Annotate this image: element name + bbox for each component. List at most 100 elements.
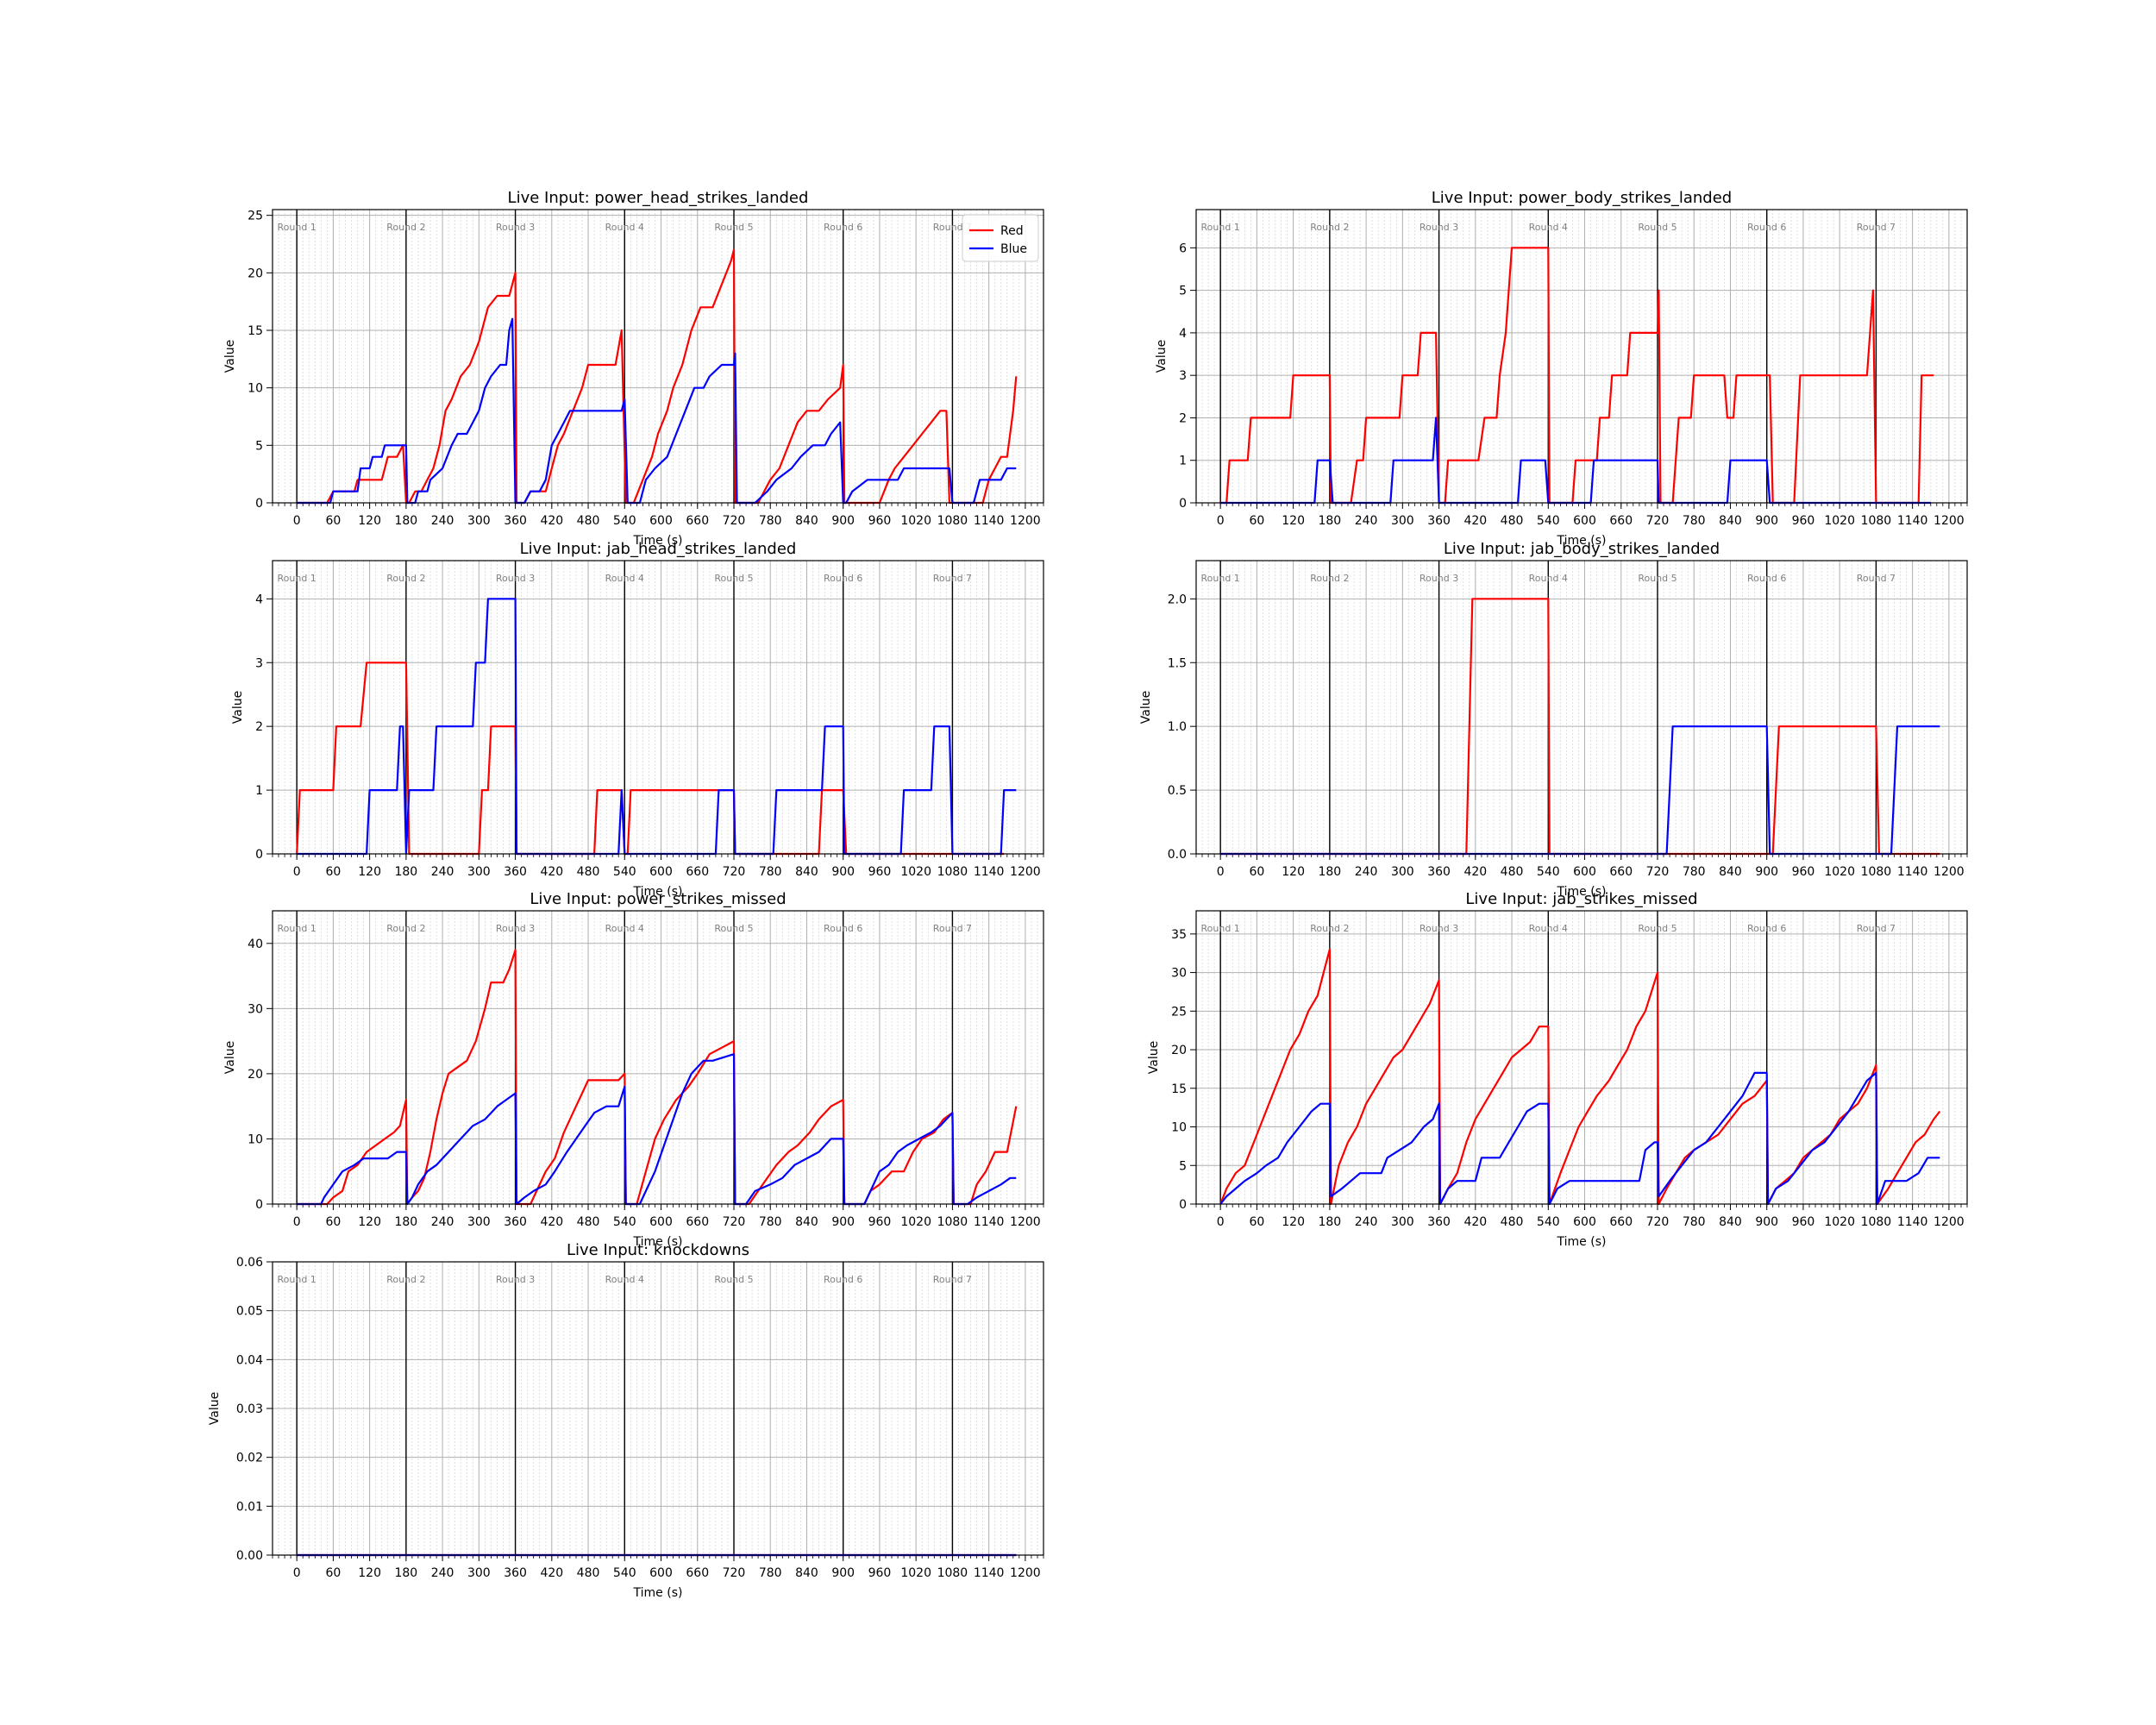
round-label: Round 1 xyxy=(1201,573,1240,584)
x-tick-label: 480 xyxy=(1501,1215,1524,1229)
x-tick-label: 720 xyxy=(1646,1215,1670,1229)
y-tick-label: 10 xyxy=(248,382,263,396)
round-label: Round 4 xyxy=(1529,222,1568,233)
x-tick-label: 180 xyxy=(394,865,417,879)
round-label: Round 4 xyxy=(605,573,644,584)
x-tick-label: 480 xyxy=(577,1215,600,1229)
x-tick-label: 1020 xyxy=(900,514,931,528)
x-tick-label: 60 xyxy=(1249,514,1264,528)
x-tick-label: 960 xyxy=(868,865,892,879)
x-tick-label: 600 xyxy=(649,1566,673,1580)
x-tick-label: 1200 xyxy=(1934,865,1965,879)
chart-title: Live Input: power_head_strikes_landed xyxy=(508,189,809,207)
y-tick-label: 0.01 xyxy=(236,1500,263,1514)
series-line-red xyxy=(297,248,1018,505)
round-label: Round 7 xyxy=(933,573,972,584)
x-tick-label: 420 xyxy=(540,1566,563,1580)
x-tick-label: 1200 xyxy=(1934,514,1965,528)
x-tick-label: 0 xyxy=(1217,1215,1225,1229)
round-label: Round 5 xyxy=(1638,923,1677,934)
chart-panel-3: Round 1 Round 2 Round 3 Round 4 Round 5 Round… xyxy=(231,540,1044,899)
round-label: Round 5 xyxy=(714,222,753,233)
x-tick-label: 1140 xyxy=(1897,865,1928,879)
x-tick-label: 420 xyxy=(1463,865,1487,879)
round-label: Round 6 xyxy=(1747,923,1786,934)
axes-frame xyxy=(1195,209,1968,504)
round-label: Round 4 xyxy=(1529,573,1568,584)
y-tick-label: 20 xyxy=(1171,1044,1187,1057)
x-axis-label: Time (s) xyxy=(633,534,683,548)
x-tick-label: 1020 xyxy=(1824,1215,1855,1229)
x-tick-label: 0 xyxy=(1217,865,1225,879)
x-tick-label: 1020 xyxy=(1824,514,1855,528)
x-tick-label: 300 xyxy=(467,1566,491,1580)
x-tick-label: 900 xyxy=(831,865,855,879)
x-tick-label: 1200 xyxy=(1010,1566,1041,1580)
legend-label: Red xyxy=(1000,224,1024,238)
x-tick-label: 360 xyxy=(504,865,527,879)
round-label: Round 3 xyxy=(496,573,535,584)
x-tick-label: 240 xyxy=(431,865,454,879)
x-tick-label: 1140 xyxy=(1897,1215,1928,1229)
y-tick-label: 0 xyxy=(255,497,263,511)
x-tick-label: 840 xyxy=(1719,514,1742,528)
minor-grid xyxy=(1195,911,1968,1204)
x-tick-label: 120 xyxy=(358,1566,381,1580)
x-tick-label: 1020 xyxy=(900,865,931,879)
x-tick-label: 900 xyxy=(1755,1215,1778,1229)
x-tick-label: 960 xyxy=(1792,865,1815,879)
chart-panel-2: Round 1 Round 2 Round 3 Round 4 Round 5 Round… xyxy=(1155,189,1968,548)
y-tick-label: 1 xyxy=(255,784,263,798)
x-tick-label: 960 xyxy=(868,514,892,528)
round-label: Round 4 xyxy=(605,222,644,233)
round-label: Round 1 xyxy=(278,1274,317,1285)
round-label: Round 2 xyxy=(386,923,425,934)
x-tick-label: 180 xyxy=(394,1566,417,1580)
x-tick-label: 480 xyxy=(1501,514,1524,528)
axes-frame xyxy=(1195,910,1968,1205)
y-axis-label: Value xyxy=(231,691,245,724)
legend-label: Blue xyxy=(1000,242,1027,256)
y-tick-label: 0.03 xyxy=(236,1402,263,1416)
series-line-blue xyxy=(1220,417,1931,505)
x-tick-label: 180 xyxy=(1318,865,1341,879)
round-label: Round 5 xyxy=(1638,222,1677,233)
x-tick-label: 420 xyxy=(1463,1215,1487,1229)
y-tick-label: 1.0 xyxy=(1168,720,1187,734)
round-label: Round 5 xyxy=(714,573,753,584)
round-label: Round 6 xyxy=(824,222,862,233)
x-tick-label: 540 xyxy=(1537,865,1560,879)
round-label: Round 2 xyxy=(1310,222,1349,233)
x-tick-label: 900 xyxy=(1755,865,1778,879)
round-label: Round 3 xyxy=(1420,923,1458,934)
round-label: Round 6 xyxy=(1747,573,1786,584)
x-tick-label: 600 xyxy=(1573,865,1596,879)
y-tick-label: 3 xyxy=(255,656,263,670)
chart-title: Live Input: power_body_strikes_landed xyxy=(1432,189,1732,207)
x-tick-label: 840 xyxy=(1719,865,1742,879)
y-tick-label: 2 xyxy=(255,720,263,734)
x-tick-label: 300 xyxy=(1391,1215,1414,1229)
x-tick-label: 1020 xyxy=(900,1215,931,1229)
round-label: Round 7 xyxy=(1857,573,1896,584)
chart-panel-5: Round 1 Round 2 Round 3 Round 4 Round 5 Round… xyxy=(223,890,1044,1249)
round-label: Round 6 xyxy=(824,573,862,584)
y-axis-label: Value xyxy=(223,340,237,373)
x-tick-label: 60 xyxy=(325,514,341,528)
x-tick-label: 960 xyxy=(1792,514,1815,528)
x-tick-label: 780 xyxy=(759,1215,782,1229)
legend-box xyxy=(962,214,1039,262)
y-tick-label: 4 xyxy=(1179,327,1187,341)
x-tick-label: 720 xyxy=(723,1215,746,1229)
axes-frame xyxy=(272,910,1044,1205)
x-tick-label: 360 xyxy=(504,514,527,528)
x-tick-label: 420 xyxy=(540,865,563,879)
x-tick-label: 780 xyxy=(759,865,782,879)
round-label: Round 7 xyxy=(1857,923,1896,934)
x-tick-label: 1140 xyxy=(1897,514,1928,528)
y-tick-label: 0 xyxy=(255,848,263,862)
x-tick-label: 840 xyxy=(795,514,818,528)
x-tick-label: 180 xyxy=(1318,514,1341,528)
round-label: Round 3 xyxy=(496,923,535,934)
x-tick-label: 1080 xyxy=(1861,865,1892,879)
